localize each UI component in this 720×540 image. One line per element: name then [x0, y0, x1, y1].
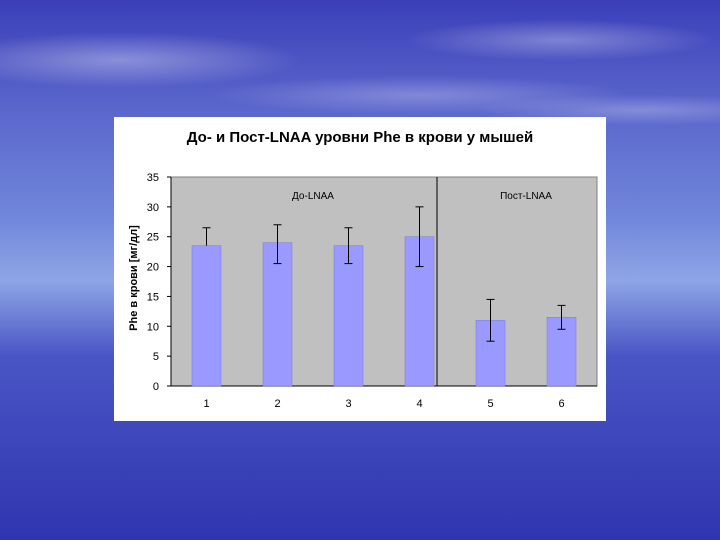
bar	[333, 245, 364, 387]
chart-panel: До- и Пост-LNAA уровни Phe в крови у мыш…	[114, 117, 606, 421]
x-tick-label: 5	[487, 398, 493, 410]
y-tick-label: 30	[147, 202, 159, 214]
chart-title: До- и Пост-LNAA уровни Phe в крови у мыш…	[187, 129, 533, 146]
x-tick-label: 6	[558, 398, 564, 410]
y-tick-label: 15	[147, 291, 159, 303]
bar	[262, 242, 293, 387]
plot-area: 0 5 10 15 20 25 30 35 1 2 3 4 5 6 До-LNAA Пост-LNAA	[147, 172, 598, 410]
bar-chart: До- и Пост-LNAA уровни Phe в крови у мыш…	[128, 129, 598, 410]
bar	[191, 245, 222, 387]
plot-background	[170, 176, 598, 387]
y-tick-label: 20	[147, 262, 159, 274]
region-label: До-LNAA	[292, 191, 334, 202]
x-tick-label: 2	[274, 398, 280, 410]
y-tick-label: 5	[153, 351, 159, 363]
region-label: Пост-LNAA	[500, 191, 552, 202]
x-tick-label: 3	[345, 398, 351, 410]
y-tick-label: 0	[153, 381, 159, 393]
y-tick-label: 35	[147, 172, 159, 184]
y-tick-label: 25	[147, 232, 159, 244]
x-tick-label: 1	[203, 398, 209, 410]
x-tick-label: 4	[416, 398, 422, 410]
y-axis-label: Phe в крови [мг/дл]	[128, 225, 140, 331]
y-tick-label: 10	[147, 321, 159, 333]
